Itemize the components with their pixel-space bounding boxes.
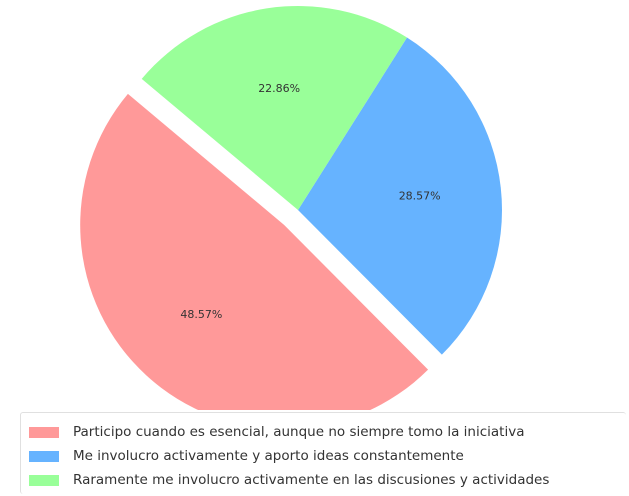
pie-slice — [298, 37, 503, 355]
pie-slice — [141, 6, 407, 210]
slice-percent-label: 48.57% — [180, 308, 222, 321]
legend-swatch-icon — [29, 450, 59, 462]
slice-percent-label: 22.86% — [258, 82, 300, 95]
chart-legend: Participo cuando es esencial, aunque no … — [20, 412, 626, 494]
legend-label: Raramente me involucro activamente en la… — [73, 472, 550, 488]
pie-plot-area: 48.57% 28.57% 22.86% — [80, 6, 503, 410]
legend-swatch-icon — [29, 474, 59, 486]
pie-slice-labels: 48.57% 28.57% 22.86% — [180, 82, 440, 321]
pie-slices — [80, 6, 503, 410]
slice-percent-label: 28.57% — [399, 190, 441, 203]
legend-item: Participo cuando es esencial, aunque no … — [29, 420, 626, 444]
legend-item: Raramente me involucro activamente en la… — [29, 468, 626, 492]
legend-label: Participo cuando es esencial, aunque no … — [73, 424, 525, 440]
legend-label: Me involucro activamente y aporto ideas … — [73, 448, 464, 464]
legend-item: Me involucro activamente y aporto ideas … — [29, 444, 626, 468]
pie-slice — [80, 93, 429, 410]
legend-swatch-icon — [29, 426, 59, 438]
